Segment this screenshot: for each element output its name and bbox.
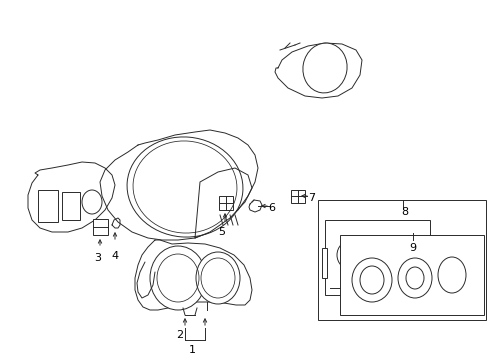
- Circle shape: [358, 275, 364, 281]
- Text: 2: 2: [176, 330, 183, 340]
- Ellipse shape: [127, 137, 243, 237]
- Ellipse shape: [82, 190, 102, 214]
- Ellipse shape: [362, 243, 386, 267]
- Text: 1: 1: [188, 345, 195, 355]
- Ellipse shape: [150, 246, 205, 310]
- Circle shape: [372, 275, 378, 281]
- Bar: [62, 192, 80, 220]
- Circle shape: [386, 275, 392, 281]
- Text: 4: 4: [111, 251, 118, 261]
- Text: 5: 5: [218, 227, 225, 237]
- Ellipse shape: [336, 240, 366, 270]
- Bar: [317, 200, 485, 320]
- Text: 9: 9: [408, 243, 416, 253]
- Bar: [290, 190, 305, 203]
- Bar: [321, 248, 326, 278]
- Ellipse shape: [359, 266, 383, 294]
- Bar: [325, 220, 429, 295]
- Bar: [93, 219, 108, 235]
- Ellipse shape: [351, 258, 391, 302]
- Ellipse shape: [437, 257, 465, 293]
- Text: 3: 3: [94, 253, 102, 263]
- Text: 7: 7: [308, 193, 315, 203]
- Bar: [339, 235, 483, 315]
- Bar: [219, 196, 232, 210]
- Text: 8: 8: [401, 207, 408, 217]
- Ellipse shape: [302, 43, 346, 93]
- Ellipse shape: [196, 252, 240, 304]
- Ellipse shape: [397, 258, 431, 298]
- Bar: [38, 190, 58, 222]
- Circle shape: [400, 275, 406, 281]
- Circle shape: [345, 275, 350, 281]
- Text: 6: 6: [268, 203, 275, 213]
- Ellipse shape: [387, 243, 411, 267]
- Ellipse shape: [405, 267, 423, 289]
